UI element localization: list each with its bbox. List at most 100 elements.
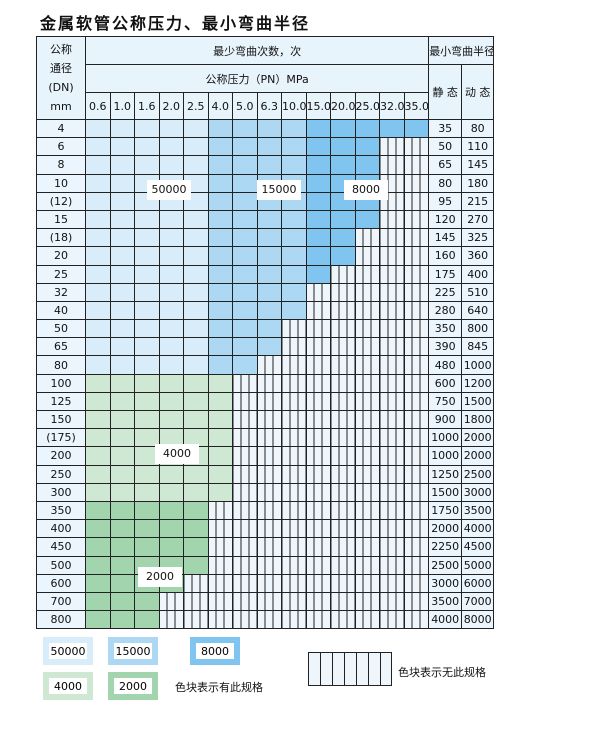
available-cell bbox=[109, 446, 135, 466]
unavailable-cell bbox=[403, 191, 430, 211]
dn-cell: 100 bbox=[36, 373, 86, 393]
available-cell bbox=[85, 155, 111, 175]
dynamic-radius-cell: 3500 bbox=[461, 500, 495, 521]
static-radius-cell: 350 bbox=[428, 319, 463, 339]
region-label-4000: 4000 bbox=[155, 444, 199, 464]
dynamic-radius-cell: 510 bbox=[461, 282, 495, 302]
dn-cell: 25 bbox=[36, 264, 86, 284]
dn-cell: 80 bbox=[36, 355, 86, 375]
available-cell bbox=[109, 300, 135, 321]
unavailable-cell bbox=[403, 209, 430, 230]
dn-cell: 700 bbox=[36, 591, 86, 612]
available-cell bbox=[134, 246, 160, 266]
pressure-header: 1.6 bbox=[134, 92, 160, 120]
unavailable-cell bbox=[232, 391, 258, 412]
available-cell bbox=[183, 428, 209, 448]
available-cell bbox=[158, 373, 184, 393]
unavailable-cell bbox=[281, 355, 307, 375]
available-cell bbox=[305, 264, 331, 284]
available-cell bbox=[305, 173, 331, 193]
unavailable-cell bbox=[379, 246, 405, 266]
unavailable-cell bbox=[256, 373, 282, 393]
available-cell bbox=[207, 173, 233, 193]
available-cell bbox=[134, 610, 160, 630]
available-cell bbox=[109, 319, 135, 339]
available-cell bbox=[354, 118, 380, 139]
unavailable-cell bbox=[305, 373, 331, 393]
unavailable-cell bbox=[403, 391, 430, 412]
available-cell bbox=[281, 246, 307, 266]
available-cell bbox=[183, 300, 209, 321]
table-row: 200 1000 2000 bbox=[36, 446, 495, 466]
unavailable-cell bbox=[256, 482, 282, 502]
available-cell bbox=[256, 282, 282, 302]
unavailable-cell bbox=[403, 155, 430, 175]
available-cell bbox=[85, 173, 111, 193]
static-radius-cell: 80 bbox=[428, 173, 463, 193]
table-row: 500 2500 5000 bbox=[36, 555, 495, 575]
static-radius-cell: 2500 bbox=[428, 555, 463, 575]
available-cell bbox=[183, 519, 209, 539]
available-cell bbox=[85, 228, 111, 248]
available-cell bbox=[256, 118, 282, 139]
legend-available-text: 色块表示有此规格 bbox=[175, 681, 263, 694]
available-cell bbox=[158, 155, 184, 175]
available-cell bbox=[379, 118, 405, 139]
unavailable-cell bbox=[379, 610, 405, 630]
available-cell bbox=[256, 155, 282, 175]
unavailable-cell bbox=[403, 246, 430, 266]
table-row: 400 2000 4000 bbox=[36, 519, 495, 539]
dn-label-line: mm bbox=[50, 100, 72, 113]
unavailable-cell bbox=[403, 228, 430, 248]
static-radius-cell: 1750 bbox=[428, 500, 463, 521]
static-radius-cell: 65 bbox=[428, 155, 463, 175]
available-cell bbox=[158, 319, 184, 339]
unavailable-cell bbox=[330, 446, 356, 466]
unavailable-cell bbox=[379, 282, 405, 302]
dynamic-radius-cell: 270 bbox=[461, 209, 495, 230]
unavailable-cell bbox=[232, 537, 258, 557]
dn-cell: 350 bbox=[36, 500, 86, 521]
unavailable-cell bbox=[281, 482, 307, 502]
unavailable-cell bbox=[305, 446, 331, 466]
pressure-header: 2.5 bbox=[183, 92, 209, 120]
unavailable-cell bbox=[403, 464, 430, 484]
available-cell bbox=[109, 519, 135, 539]
available-cell bbox=[354, 137, 380, 157]
unavailable-cell bbox=[305, 482, 331, 502]
available-cell bbox=[85, 446, 111, 466]
unavailable-cell bbox=[232, 500, 258, 521]
available-cell bbox=[85, 191, 111, 211]
unavailable-cell bbox=[305, 300, 331, 321]
unavailable-cell bbox=[379, 300, 405, 321]
available-cell bbox=[109, 500, 135, 521]
pn-header: 公称压力（PN）MPa bbox=[84, 64, 430, 93]
dn-cell: 150 bbox=[36, 409, 86, 430]
dn-cell: 300 bbox=[36, 482, 86, 502]
dynamic-radius-cell: 4000 bbox=[461, 519, 495, 539]
available-cell bbox=[330, 118, 356, 139]
available-cell bbox=[256, 264, 282, 284]
available-cell bbox=[134, 355, 160, 375]
dynamic-radius-cell: 145 bbox=[461, 155, 495, 175]
legend-2000: 2000 bbox=[108, 672, 158, 700]
available-cell bbox=[232, 264, 258, 284]
available-cell bbox=[85, 137, 111, 157]
pressure-header: 20.0 bbox=[330, 92, 356, 120]
unavailable-cell bbox=[281, 409, 307, 430]
available-cell bbox=[109, 191, 135, 211]
unavailable-cell bbox=[305, 555, 331, 575]
available-cell bbox=[183, 209, 209, 230]
available-cell bbox=[232, 319, 258, 339]
dn-cell: (12) bbox=[36, 191, 86, 211]
table-row: 6 50 110 bbox=[36, 137, 495, 157]
available-cell bbox=[158, 482, 184, 502]
unavailable-cell bbox=[379, 228, 405, 248]
dn-cell: 20 bbox=[36, 246, 86, 266]
available-cell bbox=[85, 464, 111, 484]
unavailable-cell bbox=[330, 482, 356, 502]
available-cell bbox=[85, 118, 111, 139]
unavailable-cell bbox=[330, 537, 356, 557]
available-cell bbox=[207, 264, 233, 284]
unavailable-cell bbox=[330, 500, 356, 521]
